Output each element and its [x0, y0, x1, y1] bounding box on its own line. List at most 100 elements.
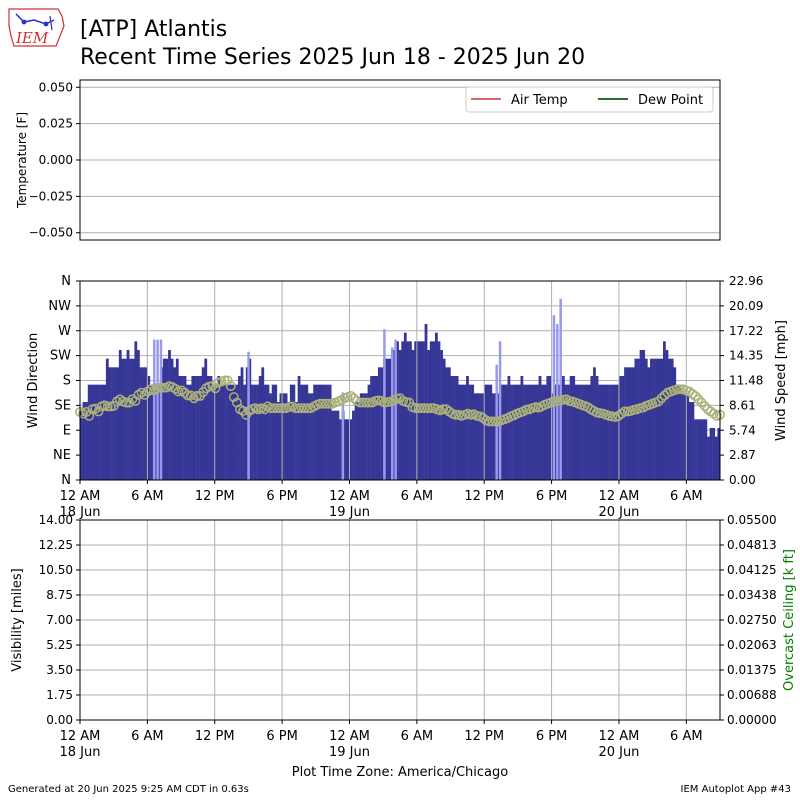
wind-speed-bar	[147, 375, 151, 480]
wind-speed-ylabel: Wind Speed [mph]	[774, 320, 789, 441]
wind-gust-bar	[247, 351, 250, 480]
wind-speed-bar	[453, 375, 456, 480]
ceiling-ylabel: Overcast Ceiling [k ft]	[782, 549, 797, 691]
wind-speed-tick-label: 22.96	[729, 274, 763, 288]
wind-direction-point	[139, 389, 150, 400]
wind-speed-bar	[631, 367, 635, 480]
wind-speed-bar	[600, 384, 604, 480]
wind-speed-bar	[375, 375, 379, 480]
xtick-label: 12 AM	[599, 729, 640, 744]
wind-speed-bar	[219, 384, 223, 480]
wind-speed-bar	[611, 384, 614, 480]
wind-speed-tick-label: 0.00	[729, 473, 756, 487]
wind-speed-bar	[118, 349, 122, 480]
wind-direction-point	[484, 416, 495, 427]
temp-ytick-label: 0.050	[39, 80, 73, 94]
wind-speed-bar	[98, 384, 101, 480]
xtick-label: 12 PM	[195, 729, 235, 744]
wind-gust-bar	[159, 339, 163, 480]
wind-speed-bar	[129, 358, 133, 480]
wind-speed-bar	[315, 384, 319, 480]
wind-speed-bar	[422, 341, 425, 480]
wind-direction-point	[170, 383, 181, 394]
page-title: [ATP] Atlantis	[80, 17, 228, 42]
wind-speed-bar	[212, 384, 215, 480]
wind-speed-tick-label: 20.09	[729, 299, 763, 313]
wind-speed-bar	[284, 393, 288, 480]
wind-speed-bar	[276, 401, 280, 480]
wind-speed-bar	[564, 384, 568, 480]
wind-speed-bar	[380, 367, 384, 480]
wind-speed-bar	[473, 393, 477, 480]
wind-speed-bar	[577, 384, 581, 480]
xtick-label: 6 PM	[536, 729, 567, 744]
wind-speed-bar	[629, 367, 633, 480]
xtick-label: 12 PM	[195, 489, 235, 504]
xtick-label: 12 AM	[60, 489, 101, 504]
x-axis-title: Plot Time Zone: America/Chicago	[292, 765, 508, 780]
vis-ytick-label: 14.00	[39, 513, 73, 527]
visibility-panel: 0.00 0.00000 1.75 0.00688 3.50 0.01375 5.25 0.0…	[10, 513, 797, 727]
ceiling-ytick-label: 0.02750	[727, 613, 777, 627]
wind-speed-bar	[481, 393, 485, 480]
wind-direction-point	[290, 403, 301, 414]
wind-speed-bar	[331, 410, 335, 480]
wind-direction-point	[179, 387, 190, 398]
wind-direction-point	[696, 397, 707, 408]
wind-speed-bar	[665, 349, 669, 480]
wind-speed-bar	[683, 393, 687, 480]
wind-speed-bar	[137, 349, 140, 480]
wind-speed-bar	[194, 375, 197, 480]
wind-direction-point	[225, 381, 236, 391]
ceiling-ytick-label: 0.04125	[727, 563, 777, 577]
wind-dir-tick-label: N	[61, 473, 71, 488]
wind-direction-point	[410, 403, 421, 414]
wind-direction-point	[271, 403, 282, 414]
wind-speed-bar	[365, 393, 368, 480]
xtick-date-label: 20 Jun	[598, 505, 639, 520]
wind-direction-point	[355, 397, 365, 408]
wind-speed-tick-label: 11.48	[729, 374, 763, 388]
wind-speed-bar	[248, 358, 252, 480]
wind-speed-bar	[240, 367, 244, 480]
wind-direction-point	[293, 403, 304, 414]
wind-speed-bar	[287, 401, 291, 480]
page-subtitle: Recent Time Series 2025 Jun 18 - 2025 Ju…	[80, 45, 586, 70]
wind-speed-bar	[538, 375, 542, 480]
wind-speed-bar	[209, 375, 213, 480]
wind-speed-bar	[183, 375, 187, 480]
generated-note: Generated at 20 Jun 2025 9:25 AM CDT in …	[8, 784, 249, 795]
wind-speed-tick-label: 8.61	[729, 398, 756, 412]
wind-speed-bar	[181, 375, 184, 480]
wind-speed-bar	[178, 375, 182, 480]
wind-speed-bar	[398, 349, 402, 480]
wind-direction-point	[222, 375, 233, 386]
wind-speed-bar	[447, 367, 451, 480]
wind-speed-bar	[639, 349, 643, 480]
wind-speed-bar	[170, 358, 174, 480]
wind-direction-point	[130, 396, 141, 406]
wind-direction-point	[124, 397, 135, 408]
wind-speed-bar	[701, 419, 705, 480]
xtick-label: 6 PM	[266, 729, 297, 744]
wind-speed-bar	[572, 375, 576, 480]
wind-speed-bar	[655, 358, 659, 480]
wind-direction-point	[487, 416, 498, 427]
wind-speed-bar	[450, 375, 454, 480]
wind-speed-bar	[199, 375, 202, 480]
vis-ytick-label: 1.75	[46, 688, 73, 702]
vis-ytick-label: 12.25	[39, 538, 73, 552]
ceiling-ytick-label: 0.03438	[727, 588, 777, 602]
wind-speed-bar	[346, 419, 350, 480]
wind-speed-bar	[523, 384, 526, 480]
wind-speed-bar	[673, 367, 677, 480]
wind-speed-bar	[188, 384, 192, 480]
ceiling-ytick-label: 0.05500	[727, 513, 777, 527]
wind-direction-point	[155, 382, 165, 393]
wind-speed-bar	[165, 358, 169, 480]
wind-speed-bar	[717, 427, 721, 480]
legend-dew-point-label: Dew Point	[638, 93, 703, 108]
wind-speed-bar	[660, 358, 664, 480]
